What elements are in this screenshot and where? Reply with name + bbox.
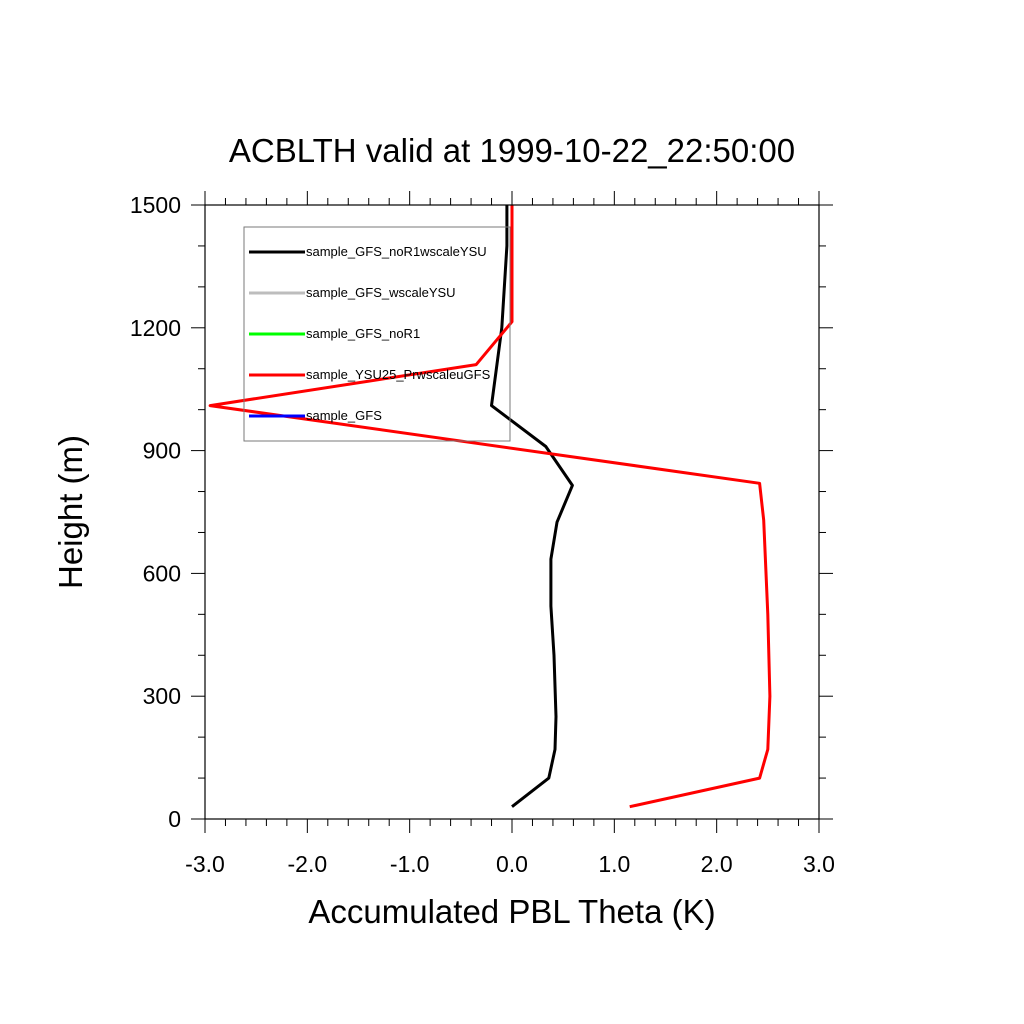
x-tick-label: 1.0	[598, 851, 630, 877]
legend-label: sample_GFS_wscaleYSU	[306, 285, 456, 300]
legend-label: sample_GFS_noR1	[306, 326, 420, 341]
x-tick-label: -1.0	[390, 851, 430, 877]
plot-frame	[204, 204, 820, 820]
y-tick-label: 300	[143, 683, 181, 709]
legend-label: sample_GFS_noR1wscaleYSU	[306, 244, 487, 259]
series-line	[490, 205, 574, 808]
x-tick-label: -2.0	[288, 851, 328, 877]
y-tick-label: 600	[143, 560, 181, 586]
series-line	[208, 205, 772, 809]
chart-title: ACBLTH valid at 1999-10-22_22:50:00	[229, 132, 795, 169]
legend-box	[243, 226, 511, 442]
x-tick-label: -3.0	[185, 851, 225, 877]
tick-labels: -3.0 -2.0 -1.0 0.0 1.0 2.0 3.0 0 300 600 900 1200 15…	[130, 192, 835, 877]
y-tick-label: 900	[143, 438, 181, 464]
x-axis-title: Accumulated PBL Theta (K)	[308, 893, 715, 930]
y-tick-label: 0	[168, 806, 181, 832]
legend: sample_GFS_noR1wscaleYSU sample_GFS_wscal…	[243, 226, 511, 442]
x-tick-label: 2.0	[701, 851, 733, 877]
y-tick-label: 1200	[130, 315, 181, 341]
plot-area	[208, 205, 772, 809]
x-tick-label: 3.0	[803, 851, 835, 877]
y-tick-label: 1500	[130, 192, 181, 218]
tick-marks	[191, 191, 833, 833]
legend-label: sample_GFS	[306, 408, 382, 423]
legend-label: sample_YSU25_PrwscaleuGFS	[306, 367, 491, 382]
x-tick-label: 0.0	[496, 851, 528, 877]
y-axis-title: Height (m)	[52, 435, 89, 589]
